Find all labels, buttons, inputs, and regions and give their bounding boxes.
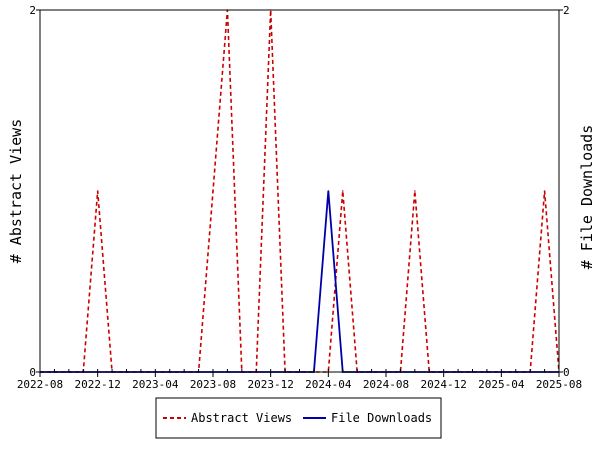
series-point-file-downloads: [327, 190, 330, 192]
x-tick-label: 2023-12: [247, 378, 293, 391]
series-line-abstract-views: [40, 9, 560, 373]
x-tick-label: 2023-04: [132, 378, 179, 391]
x-tick-label: 2025-08: [536, 378, 582, 391]
x-tick-label: 2022-12: [74, 378, 120, 391]
x-tick-label: 2024-12: [420, 378, 466, 391]
y-axis-left-title: # Abstract Views: [7, 119, 25, 264]
y-tick-left-label: 0: [29, 366, 36, 379]
x-tick-label: 2024-04: [305, 378, 352, 391]
series-line-file-downloads: [40, 190, 559, 373]
series-point-abstract-views: [543, 190, 546, 192]
legend-label-abstract-views: Abstract Views: [191, 411, 292, 425]
y-ticks: 0 2 0 2: [29, 4, 569, 379]
y-axis-right-title: # File Downloads: [578, 125, 596, 270]
series-point-abstract-views: [341, 190, 344, 192]
x-tick-label: 2022-08: [17, 378, 63, 391]
y-tick-right-label: 2: [563, 4, 570, 17]
plot-frame: [39, 9, 560, 373]
x-tick-label: 2024-08: [363, 378, 409, 391]
y-tick-right-label: 0: [563, 366, 570, 379]
series-point-abstract-views: [414, 190, 416, 192]
series-point-abstract-views: [212, 190, 214, 192]
series-point-abstract-views: [96, 190, 99, 192]
legend-box: [155, 397, 442, 439]
x-ticks: 2022-08 2022-12 2023-04 2023-08 2023-12 2024-…: [17, 369, 582, 391]
plot-marks: [39, 9, 560, 373]
legend-label-file-downloads: File Downloads: [331, 411, 432, 425]
x-tick-label: 2025-04: [478, 378, 525, 391]
y-tick-left-label: 2: [29, 4, 36, 17]
legend: Abstract Views File Downloads: [155, 397, 442, 439]
x-tick-label: 2023-08: [190, 378, 236, 391]
